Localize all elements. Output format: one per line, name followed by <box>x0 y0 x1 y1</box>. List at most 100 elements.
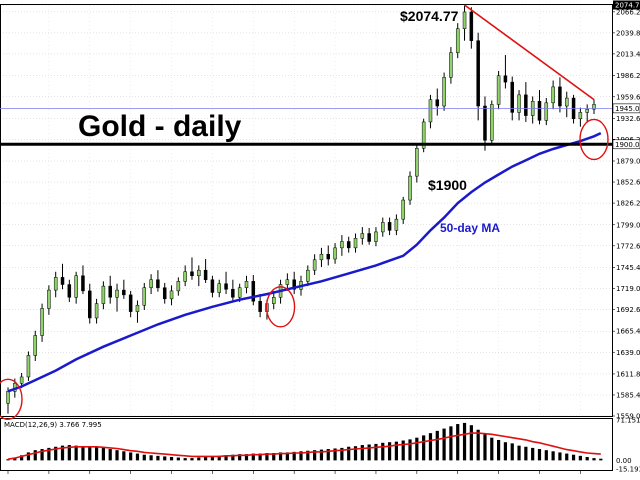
macd-bar <box>272 453 276 461</box>
candle-body-up <box>544 102 549 121</box>
candle-body-up <box>340 241 344 249</box>
candle-body-up <box>449 52 453 78</box>
candle-body-down <box>203 269 208 280</box>
candle-body-down <box>258 301 262 312</box>
candle-body-up <box>101 285 106 304</box>
candle <box>312 254 317 275</box>
candle <box>203 259 208 283</box>
candle-body-up <box>578 112 583 120</box>
macd-panel: 71.151 0.00-15.193 <box>6 417 640 474</box>
candle <box>510 76 514 121</box>
macd-bar <box>360 445 364 461</box>
macd-bar <box>387 442 392 461</box>
candle-body-up <box>306 269 310 282</box>
candle-body-up <box>442 77 446 107</box>
candle <box>74 271 78 304</box>
candle <box>26 351 31 381</box>
top-price-tag-box <box>613 0 640 10</box>
candle <box>435 88 440 116</box>
macd-label: MACD(12,26,9) 3.766 7.995 <box>4 421 102 429</box>
candle-body-up <box>183 271 187 282</box>
macd-bar <box>340 447 344 461</box>
candle-body-up <box>408 175 412 201</box>
macd-bar <box>176 457 180 461</box>
candle-body-down <box>251 281 256 302</box>
macd-bar <box>278 452 283 461</box>
support-annotation: $1900 <box>428 177 467 193</box>
candle-body-up <box>455 28 460 53</box>
highlight-circle <box>265 286 296 328</box>
candle <box>81 265 85 295</box>
macd-bar <box>292 451 296 461</box>
macd-bar <box>156 455 160 461</box>
candle <box>428 94 433 129</box>
candle <box>524 82 528 122</box>
y-tick-label: 1585.40 <box>616 391 640 399</box>
macd-tick-label: 71.151 <box>616 417 640 425</box>
macd-bar <box>551 451 555 461</box>
macd-bar <box>415 437 419 461</box>
macd-bar <box>47 447 51 461</box>
macd-bar <box>197 457 201 461</box>
candle-body-down <box>190 271 194 277</box>
macd-bar <box>435 430 439 461</box>
highlight-circle <box>579 118 609 161</box>
y-tick-label: 2039.80 <box>616 29 640 37</box>
candle <box>94 298 99 324</box>
candle-body-down <box>510 81 514 113</box>
candle <box>353 233 358 253</box>
y-tick-label: 1719.00 <box>616 285 640 293</box>
macd-bar <box>81 446 85 461</box>
candle <box>401 196 405 224</box>
macd-signal-line <box>7 432 601 460</box>
candle <box>88 283 92 324</box>
support-price-tag: 1900.00 <box>615 141 640 149</box>
y-tick-label: 1879.00 <box>616 158 640 166</box>
candle-body-up <box>94 303 99 319</box>
macd-bar <box>313 450 317 461</box>
y-tick-label: 2013.40 <box>616 50 640 58</box>
macd-bar <box>456 424 460 461</box>
macd-bar <box>244 454 249 461</box>
macd-bar <box>353 446 358 461</box>
candle-body-up <box>197 269 201 277</box>
y-tick-label: 1852.60 <box>616 179 640 187</box>
candle-body-up <box>74 275 78 298</box>
candle <box>67 279 72 303</box>
candle-body-down <box>435 99 440 107</box>
candle-body-down <box>122 289 126 296</box>
candle <box>476 32 480 121</box>
macd-bar <box>26 452 31 461</box>
macd-bar <box>135 453 140 461</box>
candle <box>271 290 276 310</box>
last-price-tag: 1945.06 <box>615 105 640 113</box>
candle-body-up <box>401 199 405 220</box>
macd-bar <box>578 455 582 461</box>
candle-body-down <box>469 11 474 41</box>
macd-bar <box>442 428 446 461</box>
y-tick-label: 1639.00 <box>616 349 640 357</box>
macd-bar <box>497 439 501 461</box>
candle-body-up <box>176 281 181 292</box>
candle <box>156 270 160 292</box>
candle-body-up <box>142 287 147 306</box>
y-tick-label: 1826.20 <box>616 200 640 208</box>
candle <box>319 247 324 267</box>
macd-bar <box>306 450 310 461</box>
candle <box>530 96 535 124</box>
candle-body-down <box>60 277 65 285</box>
macd-bar <box>13 457 17 461</box>
macd-bar <box>428 433 433 461</box>
price-axis: 2074.772066.20 2039.80 2013.40 1986.20 1959.… <box>612 2 640 421</box>
macd-bar <box>251 453 255 461</box>
candle <box>197 265 201 287</box>
candle-body-up <box>415 148 419 177</box>
candle-body-down <box>326 253 331 260</box>
price-panel-frame <box>0 4 613 417</box>
support-price-tag-box <box>612 139 640 150</box>
chart-grid <box>0 4 612 474</box>
macd-bar <box>374 443 378 461</box>
candlestick-series <box>6 5 596 414</box>
highlight-circle <box>0 378 23 420</box>
